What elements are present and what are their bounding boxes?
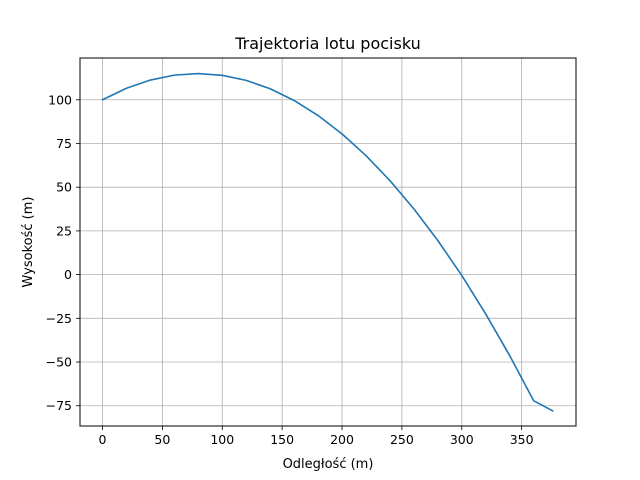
grid <box>80 58 576 426</box>
x-axis: 0 50 100 150 200 250 300 350 <box>99 426 534 447</box>
y-tick-label: 25 <box>56 223 72 238</box>
x-tick-label: 300 <box>450 432 474 447</box>
chart-title: Trajektoria lotu pocisku <box>234 34 421 53</box>
x-tick-label: 50 <box>154 432 170 447</box>
y-tick-label: 0 <box>64 267 72 282</box>
y-tick-label: −75 <box>46 398 72 413</box>
x-tick-label: 100 <box>210 432 234 447</box>
x-tick-label: 150 <box>270 432 294 447</box>
x-tick-label: 0 <box>99 432 107 447</box>
trajectory-line <box>101 72 554 412</box>
x-axis-label: Odległość (m) <box>283 457 374 472</box>
y-tick-label: −25 <box>46 311 72 326</box>
plot-frame <box>79 57 577 427</box>
y-tick-label: 100 <box>48 92 72 107</box>
y-axis-label: Wysokość (m) <box>21 197 36 288</box>
x-tick-label: 250 <box>390 432 414 447</box>
y-tick-label: 75 <box>56 136 72 151</box>
x-tick-label: 200 <box>330 432 354 447</box>
y-tick-label: −50 <box>46 355 72 370</box>
x-tick-label: 350 <box>510 432 534 447</box>
y-tick-label: 50 <box>56 180 72 195</box>
y-axis: −75 −50 −25 0 25 50 75 100 <box>46 92 80 413</box>
series-layer <box>101 72 554 412</box>
